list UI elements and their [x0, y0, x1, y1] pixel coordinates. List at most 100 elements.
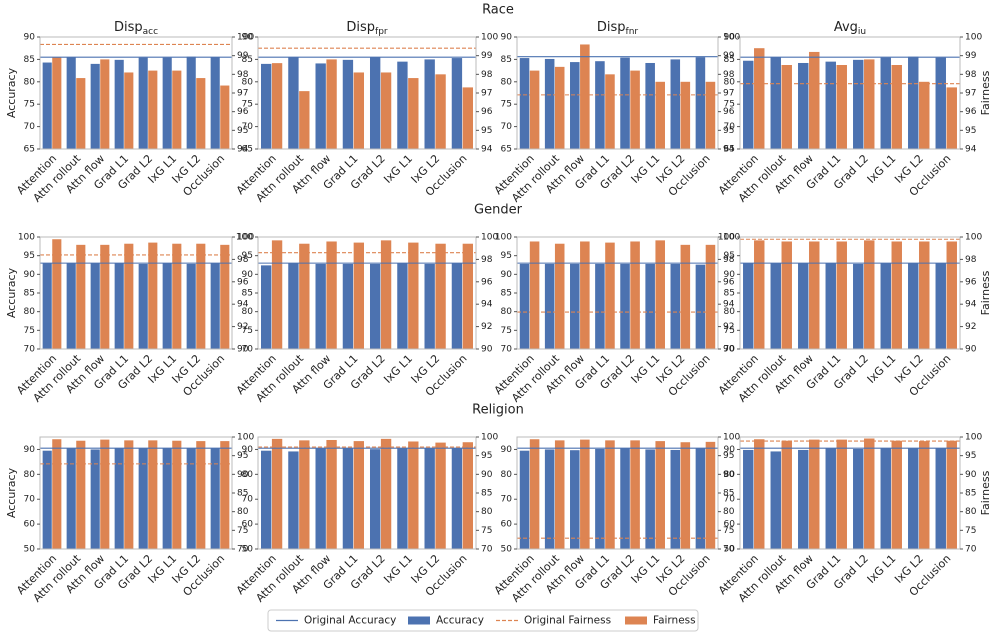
y-tick-label: 50: [724, 545, 736, 555]
bar: [946, 87, 957, 149]
bar: [42, 263, 52, 349]
y-tick-label: 95: [501, 251, 512, 261]
bar: [570, 62, 580, 150]
bar: [754, 439, 765, 549]
bar: [380, 438, 392, 549]
legend-label: Original Accuracy: [304, 615, 396, 627]
y-tick-label: 65: [24, 145, 35, 155]
y-tick-label: 80: [242, 307, 254, 317]
y-tick-label: 90: [24, 33, 36, 43]
y2-tick-label: 96: [481, 107, 493, 117]
y2-tick-label: 70: [965, 545, 977, 555]
bar: [114, 263, 124, 349]
bar: [186, 448, 196, 549]
bar: [353, 441, 365, 549]
bar: [754, 48, 765, 150]
y2-tick-label: 100: [237, 433, 254, 443]
y2-tick-label: 100: [965, 33, 982, 43]
bar: [380, 240, 392, 349]
x-tick-label: IxG L1: [865, 352, 899, 386]
title-subscript: iu: [858, 27, 866, 37]
bar: [519, 450, 530, 549]
bar: [148, 70, 158, 149]
bar: [424, 448, 435, 549]
subplot-title: Dispacc: [114, 20, 158, 37]
bar: [630, 70, 640, 149]
bar: [554, 440, 565, 549]
y2-tick-label: 98: [723, 70, 735, 80]
subplot-title: Dispfnr: [597, 20, 639, 37]
bar: [326, 241, 337, 349]
bar: [864, 438, 875, 549]
y2-tick-label: 96: [723, 107, 735, 117]
title-text: Disp: [597, 20, 626, 35]
y2-tick-label: 100: [723, 233, 740, 243]
bar: [570, 263, 580, 349]
y2-tick-label: 98: [965, 70, 977, 80]
y-tick-label: 90: [724, 445, 736, 455]
bar: [90, 63, 100, 149]
y-tick-label: 75: [501, 326, 512, 336]
legend-swatch: [408, 616, 430, 625]
y-tick-label: 80: [24, 307, 36, 317]
bar: [220, 244, 230, 349]
bar: [186, 56, 196, 149]
bar: [880, 448, 891, 549]
y2-tick-label: 96: [965, 107, 977, 117]
y-tick-label: 70: [724, 345, 736, 355]
y-tick-label: 80: [242, 470, 254, 480]
bar: [162, 263, 172, 349]
bar: [620, 448, 630, 549]
y-tick-label: 95: [24, 251, 35, 261]
bar: [630, 440, 640, 549]
y2-tick-label: 92: [481, 322, 492, 332]
bar: [299, 440, 310, 549]
y2-tick-label: 98: [237, 255, 249, 265]
bar: [369, 263, 381, 349]
y2-tick-label: 94: [965, 300, 977, 310]
bar: [809, 439, 820, 549]
subplot-title: Avgiu: [834, 20, 866, 37]
bar: [148, 242, 158, 349]
bar: [462, 442, 474, 549]
bar: [680, 81, 691, 149]
y2-tick-label: 75: [237, 526, 248, 536]
bar: [919, 81, 930, 149]
bar: [580, 439, 590, 549]
bar: [880, 263, 891, 349]
bar: [210, 57, 220, 149]
bar: [544, 58, 555, 150]
bar: [451, 58, 463, 149]
y2-tick-label: 95: [237, 451, 248, 461]
bar: [451, 263, 463, 349]
bar: [529, 70, 540, 149]
bar: [935, 263, 946, 349]
bar: [853, 59, 864, 149]
y-tick-label: 80: [724, 307, 736, 317]
y-tick-label: 100: [495, 233, 512, 243]
bar: [397, 263, 408, 349]
y-tick-label: 75: [24, 326, 35, 336]
legend: Original Accuracy Accuracy Original Fairne…: [267, 609, 699, 632]
y-tick-label: 95: [724, 251, 735, 261]
y2-tick-label: 85: [237, 489, 248, 499]
bar: [770, 451, 781, 549]
bar: [66, 263, 76, 349]
bar: [743, 60, 754, 149]
y-axis-label: Accuracy: [5, 67, 18, 118]
bar: [798, 449, 809, 549]
y-tick-label: 60: [501, 520, 513, 530]
bar: [891, 440, 902, 549]
y-tick-label: 90: [242, 33, 254, 43]
bar: [645, 263, 655, 349]
bar: [162, 57, 172, 149]
y2-tick-label: 100: [481, 433, 498, 443]
y2-tick-label: 85: [723, 489, 734, 499]
y2-tick-label: 90: [237, 345, 249, 355]
bar: [408, 441, 419, 549]
y2-tick-label: 80: [481, 507, 493, 517]
bar: [172, 243, 182, 349]
